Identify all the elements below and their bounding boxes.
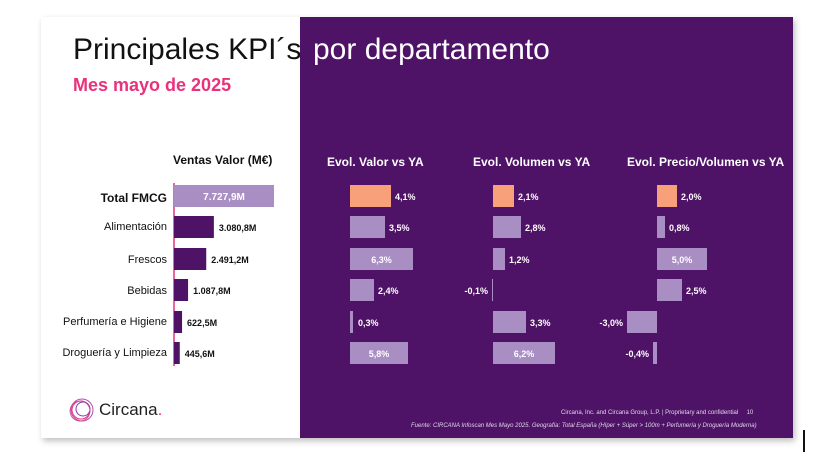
ventas-value-label: 622,5M — [187, 318, 217, 328]
logo-text: Circana — [99, 400, 158, 419]
slide: Principales KPI´s por departamento Mes m… — [41, 17, 793, 438]
precio-value-label: -3,0% — [599, 318, 623, 328]
valor-bar — [350, 248, 413, 270]
precio-bar — [653, 342, 657, 364]
volumen-value-label: 1,2% — [509, 255, 530, 265]
valor-value-label: 3,5% — [389, 223, 410, 233]
precio-bar — [657, 248, 707, 270]
valor-value-label: 6,3% — [371, 255, 392, 265]
volumen-bar — [493, 248, 505, 270]
precio-bar — [627, 311, 657, 333]
subtitle: Mes mayo de 2025 — [73, 75, 232, 95]
volumen-value-label: 2,8% — [525, 223, 546, 233]
header-evol-valor: Evol. Valor vs YA — [327, 155, 424, 169]
ventas-value-label: 7.727,9M — [203, 192, 245, 203]
volumen-value-label: 3,3% — [530, 318, 551, 328]
precio-bar — [657, 279, 682, 301]
ventas-value-label: 1.087,8M — [193, 286, 231, 296]
header-evol-volumen: Evol. Volumen vs YA — [473, 155, 591, 169]
volumen-bar — [493, 342, 555, 364]
edge-marker — [803, 430, 805, 452]
valor-value-label: 2,4% — [378, 286, 399, 296]
valor-bar — [350, 311, 353, 333]
ventas-bar — [174, 216, 214, 238]
circana-logo-icon — [69, 398, 94, 422]
footer-source: Fuente: CIRCANA Infoscan Mes Mayo 2025. … — [411, 423, 757, 429]
category-label: Frescos — [127, 254, 167, 266]
ventas-bar — [174, 342, 180, 364]
valor-bar — [350, 342, 408, 364]
category-label: Alimentación — [104, 221, 167, 233]
header-evol-precio: Evol. Precio/Volumen vs YA — [627, 155, 785, 169]
ventas-value-label: 3.080,8M — [219, 223, 257, 233]
valor-value-label: 0,3% — [358, 318, 379, 328]
volumen-bar — [493, 185, 514, 207]
category-label: Bebidas — [127, 285, 167, 297]
volumen-bar — [493, 311, 526, 333]
ventas-bar — [174, 311, 183, 333]
category-label: Droguería y Limpieza — [62, 347, 167, 359]
volumen-bar — [492, 279, 493, 301]
ventas-bar — [174, 279, 189, 301]
title-part1: Principales KPI´s — [73, 33, 302, 66]
title-part2: por departamento — [313, 33, 550, 66]
precio-value-label: -0,4% — [625, 349, 649, 359]
precio-bar — [657, 185, 677, 207]
ventas-bar — [174, 185, 274, 207]
logo-dot: . — [157, 400, 163, 419]
footer-company-text: Circana, Inc. and Circana Group, L.P. | … — [561, 410, 739, 416]
precio-bar — [657, 216, 665, 238]
header-ventas-valor: Ventas Valor (M€) — [173, 153, 273, 167]
circana-logo: Circana. — [69, 397, 162, 423]
valor-value-label: 5,8% — [369, 349, 390, 359]
ventas-value-label: 2.491,2M — [211, 255, 249, 265]
precio-value-label: 2,5% — [686, 286, 707, 296]
ventas-value-label: 445,6M — [185, 349, 215, 359]
kpi-bar-chart: 7.727,9M 3.080,8M 2.491,2M 1.087,8M 622,5M 44… — [173, 183, 707, 366]
volumen-value-label: -0,1% — [464, 286, 488, 296]
category-label: Perfumería e Higiene — [63, 316, 167, 328]
footer-company: Circana, Inc. and Circana Group, L.P. | … — [561, 410, 753, 416]
volumen-value-label: 6,2% — [514, 349, 535, 359]
volumen-value-label: 2,1% — [518, 192, 539, 202]
precio-value-label: 2,0% — [681, 192, 702, 202]
valor-bar — [350, 216, 385, 238]
ventas-bar — [174, 248, 207, 270]
precio-value-label: 0,8% — [669, 223, 690, 233]
valor-bar — [350, 279, 374, 301]
valor-value-label: 4,1% — [395, 192, 416, 202]
page-number: 10 — [746, 410, 754, 416]
valor-bar — [350, 185, 391, 207]
category-label: Total FMCG — [100, 191, 167, 205]
volumen-bar — [493, 216, 521, 238]
precio-value-label: 5,0% — [672, 255, 693, 265]
